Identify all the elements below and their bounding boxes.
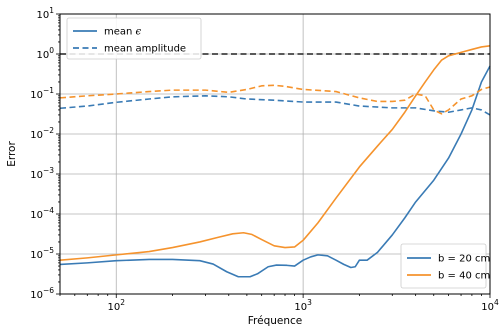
legend-style-box	[66, 17, 202, 60]
y-tick-label: 100	[36, 46, 54, 61]
legend-mean-amplitude-label: mean amplitude	[104, 44, 186, 55]
legend-mean-epsilon-label: mean ϵ	[104, 27, 142, 38]
series-line-3	[59, 84, 491, 115]
x-axis-ticks: 102 103 104	[59, 294, 499, 313]
legend-mean-epsilon-prefix: mean	[104, 27, 136, 38]
legend-mean-epsilon-symbol: ϵ	[136, 27, 142, 38]
legend-style: mean ϵ mean amplitude	[66, 17, 202, 60]
series-lines	[59, 45, 491, 278]
y-tick-label: 10−4	[30, 206, 54, 221]
y-tick-label: 10−5	[30, 246, 54, 261]
x-axis-label: Fréquence	[248, 315, 303, 327]
x-tick-label: 104	[481, 298, 499, 313]
series-line-1	[59, 45, 491, 261]
y-tick-label: 10−6	[30, 286, 54, 301]
y-tick-label: 10−1	[30, 86, 54, 101]
y-tick-label: 10−3	[30, 166, 54, 181]
y-tick-label: 10−2	[30, 126, 54, 141]
x-tick-label: 102	[107, 298, 125, 313]
x-tick-label: 103	[294, 298, 312, 313]
y-tick-label: 101	[36, 6, 54, 21]
y-axis-label: Error	[6, 141, 18, 167]
legend-b20-label: b = 20 cm	[438, 254, 490, 265]
legend-series-box	[400, 243, 487, 289]
series-line-0	[59, 65, 491, 278]
legend-b40-label: b = 40 cm	[438, 271, 490, 282]
legend-series: b = 20 cm b = 40 cm	[400, 243, 490, 289]
series-line-2	[59, 95, 491, 116]
y-axis-ticks: 10−6 10−5 10−4 10−3 10−2 10−1 100 101	[30, 6, 60, 301]
plot-frame	[59, 13, 491, 295]
